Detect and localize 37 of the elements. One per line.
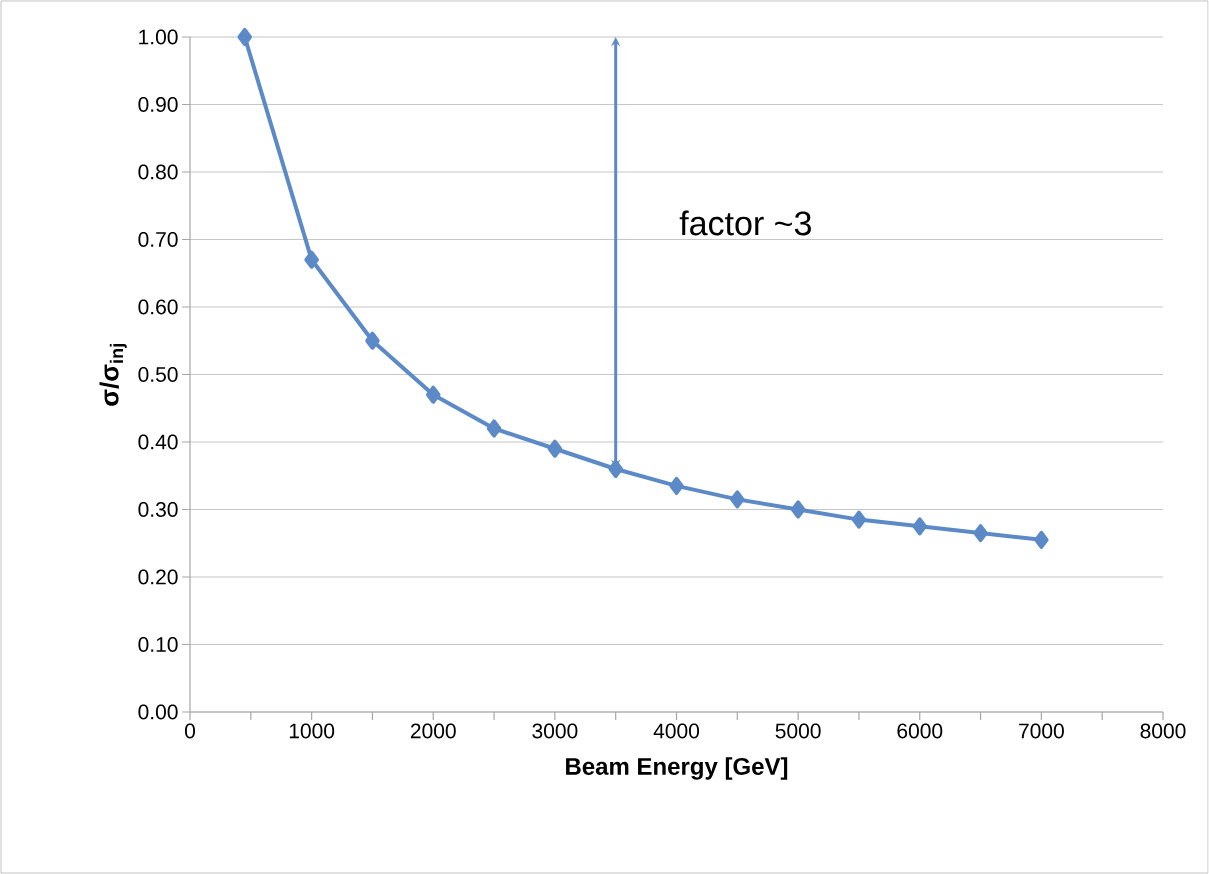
point bbox=[608, 459, 623, 478]
point bbox=[365, 331, 380, 350]
point bbox=[790, 500, 806, 519]
x-tick-label: 6000 bbox=[897, 723, 943, 739]
point bbox=[547, 439, 563, 458]
x-tick-label: 5000 bbox=[775, 723, 821, 739]
y-tick-label: 0.60 bbox=[138, 299, 178, 315]
y-tick-label: 0.00 bbox=[138, 704, 178, 720]
y-tick-label: 0.20 bbox=[138, 569, 178, 585]
point bbox=[973, 524, 988, 543]
y-tick-label: 0.90 bbox=[138, 97, 178, 112]
y-tick-label: 0.50 bbox=[138, 367, 178, 382]
text: σ/σ$_{inj}$ bbox=[99, 343, 127, 406]
x-tick-label: 4000 bbox=[653, 723, 700, 739]
x-tick-label: 0 bbox=[184, 723, 196, 739]
x-axis-title: Beam Energy [GeV] bbox=[566, 757, 788, 780]
y-tick-label: 0.80 bbox=[138, 164, 178, 180]
y-tick-label: 1.00 bbox=[139, 29, 178, 45]
x-tick-label: 3000 bbox=[532, 723, 578, 739]
y-tick-label: 0.10 bbox=[138, 637, 178, 652]
y-tick-label: 0.40 bbox=[138, 434, 178, 450]
point bbox=[237, 27, 252, 46]
y-tick-label: 0.30 bbox=[138, 502, 178, 517]
x-tick-label: 8000 bbox=[1140, 723, 1186, 739]
x-tick-label: 7000 bbox=[1019, 723, 1064, 739]
x-tick-label: 1000 bbox=[289, 723, 335, 739]
point bbox=[304, 250, 319, 269]
point bbox=[912, 517, 928, 536]
point bbox=[669, 476, 684, 495]
annotation: factor ~3 bbox=[679, 210, 811, 236]
point bbox=[486, 419, 502, 438]
point bbox=[426, 385, 441, 404]
point bbox=[851, 510, 867, 529]
x-tick-label: 2000 bbox=[410, 723, 456, 739]
point bbox=[730, 490, 745, 509]
point bbox=[1034, 530, 1049, 549]
y-tick-label: 0.70 bbox=[138, 232, 178, 247]
